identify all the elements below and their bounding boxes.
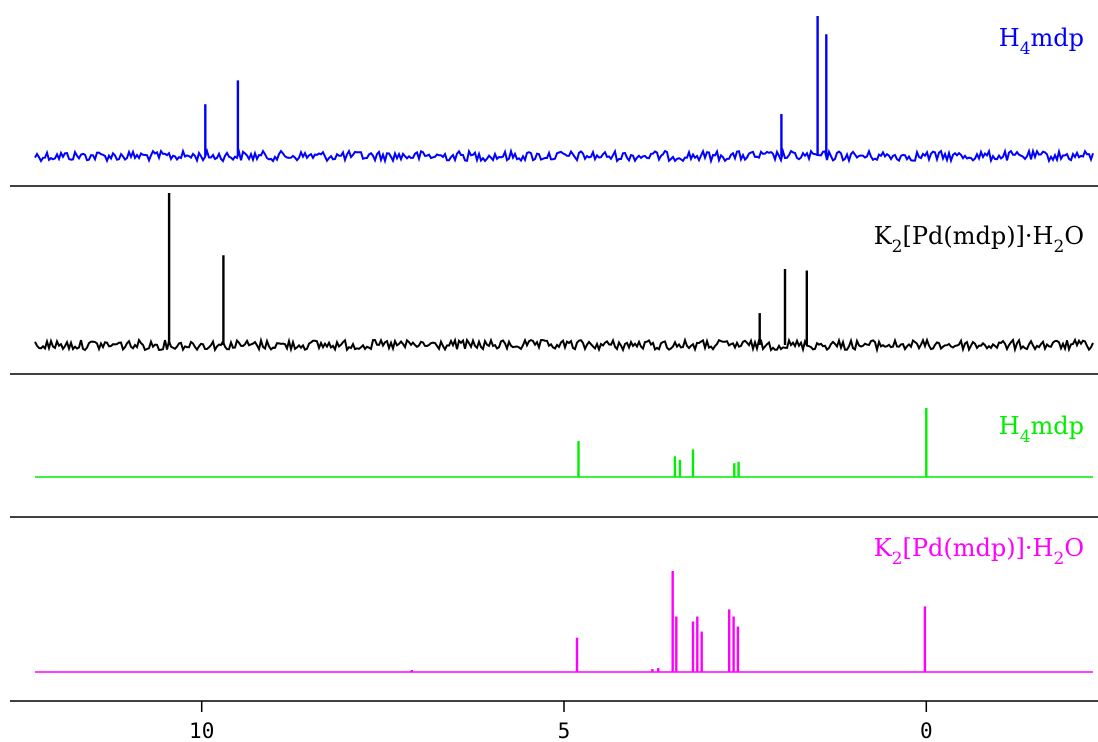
x-axis-tick-label: 5 bbox=[558, 719, 571, 742]
spectrum-label: H4mdp bbox=[999, 412, 1084, 447]
spectrum-label: K2[Pd(mdp)]·H2O bbox=[874, 534, 1084, 569]
x-axis: 10 5 0 bbox=[189, 701, 933, 742]
spectrum-panel: K2[Pd(mdp)]·H2O bbox=[34, 193, 1094, 354]
spectrum-label: H4mdp bbox=[999, 24, 1084, 59]
spectrum-label: K2[Pd(mdp)]·H2O bbox=[874, 222, 1084, 257]
panel-dividers bbox=[10, 185, 1098, 702]
spectrum-panel: H4mdp bbox=[35, 408, 1093, 478]
spectrum-baseline-trace bbox=[34, 336, 1094, 354]
spectrum-panel: H4mdp bbox=[34, 16, 1094, 165]
x-axis-tick-label: 10 bbox=[189, 719, 214, 742]
x-axis-tick-label: 0 bbox=[920, 719, 933, 742]
spectrum-panel: K2[Pd(mdp)]·H2O bbox=[35, 534, 1093, 673]
spectrum-panels: H4mdp K2[Pd(mdp)]·H2O H4mdp K2[Pd(mdp)]·H2O bbox=[34, 16, 1094, 673]
spectrum-baseline-trace bbox=[34, 147, 1094, 165]
